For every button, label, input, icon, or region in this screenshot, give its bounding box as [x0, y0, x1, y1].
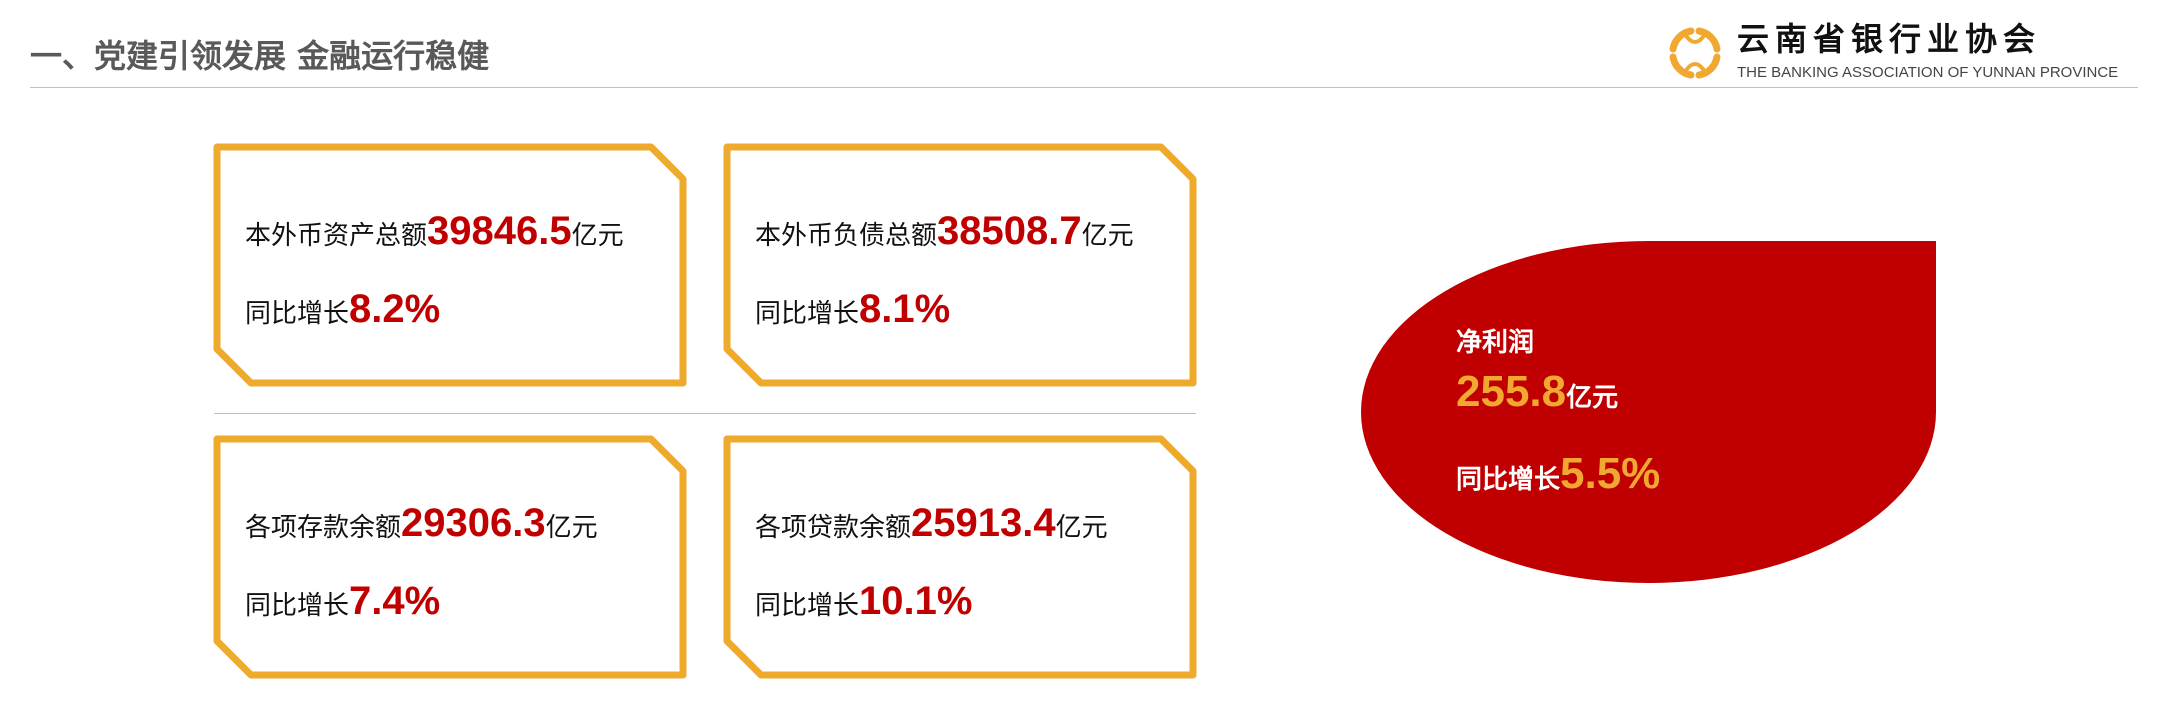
- card-value: 39846.5: [427, 209, 572, 253]
- profit-growth-value: 5.5%: [1560, 449, 1661, 498]
- growth-value: 10.1%: [859, 579, 973, 623]
- growth-value: 7.4%: [349, 579, 441, 623]
- card-unit: 亿元: [1055, 513, 1108, 543]
- card-label: 各项贷款余额: [755, 513, 912, 543]
- stat-card-liabilities: 本外币负债总额38508.7亿元 同比增长8.1%: [721, 141, 1199, 388]
- card-value: 38508.7: [937, 209, 1082, 253]
- profit-label: 净利润: [1456, 328, 1535, 358]
- growth-label: 同比增长: [245, 299, 350, 329]
- card-label: 本外币资产总额: [245, 221, 428, 251]
- growth-label: 同比增长: [245, 591, 350, 621]
- stat-card-assets: 本外币资产总额39846.5亿元 同比增长8.2%: [211, 141, 689, 388]
- growth-label: 同比增长: [755, 299, 860, 329]
- card-label: 各项存款余额: [245, 513, 402, 543]
- profit-unit: 亿元: [1566, 383, 1619, 413]
- association-logo: 云南省银行业协会 THE BANKING ASSOCIATION OF YUNN…: [1665, 20, 2145, 86]
- net-profit-panel: 净利润 255.8亿元 同比增长5.5%: [1361, 241, 1936, 583]
- profit-value: 255.8: [1456, 367, 1567, 416]
- card-label: 本外币负债总额: [755, 221, 938, 251]
- card-unit: 亿元: [1081, 221, 1134, 251]
- growth-value: 8.2%: [349, 287, 441, 331]
- logo-name-cn: 云南省银行业协会: [1737, 20, 2042, 58]
- header-divider: [30, 87, 2138, 88]
- page-title: 一、党建引领发展 金融运行稳健: [30, 37, 490, 75]
- card-value: 29306.3: [401, 501, 546, 545]
- card-value: 25913.4: [911, 501, 1056, 545]
- card-unit: 亿元: [545, 513, 598, 543]
- logo-name-en: THE BANKING ASSOCIATION OF YUNNAN PROVIN…: [1737, 64, 2119, 81]
- profit-growth-label: 同比增长: [1456, 465, 1561, 495]
- card-unit: 亿元: [571, 221, 624, 251]
- growth-value: 8.1%: [859, 287, 951, 331]
- coin-logo-icon: [1669, 27, 1721, 79]
- growth-label: 同比增长: [755, 591, 860, 621]
- stat-card-loans: 各项贷款余额25913.4亿元 同比增长10.1%: [721, 433, 1199, 680]
- stat-card-deposits: 各项存款余额29306.3亿元 同比增长7.4%: [211, 433, 689, 680]
- row-divider: [214, 413, 1196, 414]
